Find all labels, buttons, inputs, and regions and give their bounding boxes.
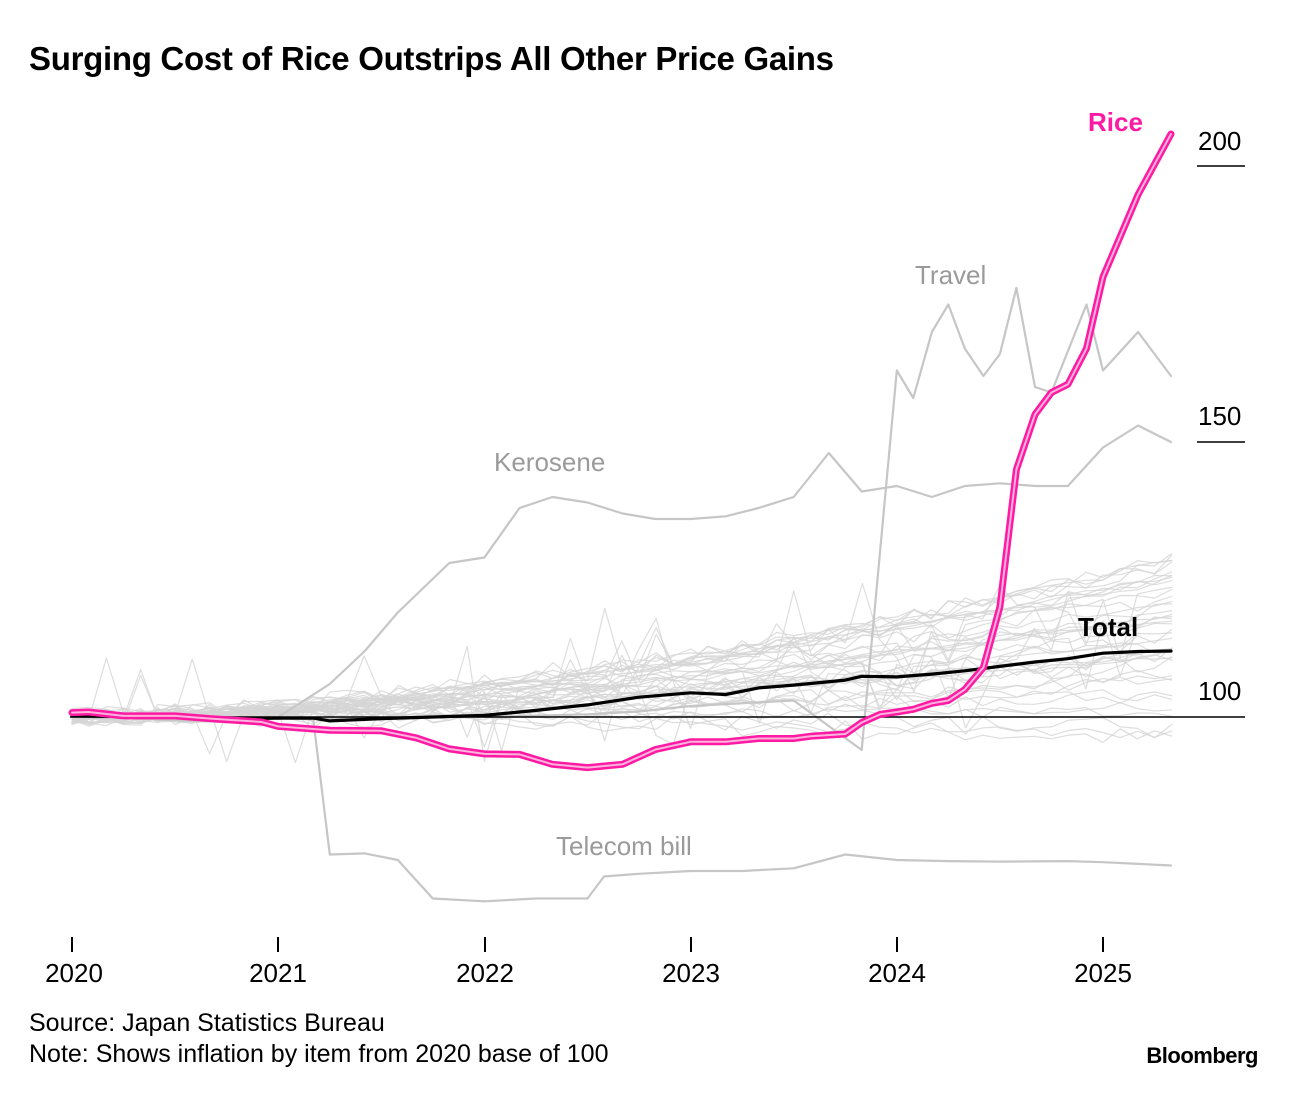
- x-tick-label-2022: 2022: [456, 958, 514, 988]
- x-tick-label-2021: 2021: [249, 958, 307, 988]
- background-series-line: [71, 582, 1173, 752]
- background-series-line: [71, 560, 1173, 724]
- series-line-kerosene: [70, 424, 1173, 724]
- background-series-group: [71, 553, 1173, 764]
- highlight-series-group: [68, 130, 1175, 772]
- series-line-total: [70, 649, 1173, 723]
- source-note: Source: Japan Statistics Bureau: [29, 1009, 385, 1037]
- rice-label: Rice: [1088, 107, 1143, 137]
- chart-title: Surging Cost of Rice Outstrips All Other…: [29, 40, 834, 77]
- x-tick-label-2020: 2020: [45, 958, 103, 988]
- kerosene-label: Kerosene: [494, 447, 605, 477]
- y-tick-label-200: 200: [1198, 126, 1241, 156]
- background-series-line: [71, 603, 1173, 724]
- x-tick-label-2024: 2024: [868, 958, 926, 988]
- y-tick-label-100: 100: [1198, 676, 1241, 706]
- series-line-rice-highlight: [71, 133, 1172, 769]
- background-series-line: [71, 676, 1173, 725]
- bloomberg-logo: Bloomberg: [1146, 1043, 1258, 1068]
- footnote: Note: Shows inflation by item from 2020 …: [29, 1040, 609, 1068]
- x-axis: 2020 2021 2022 2023 2024 2025: [45, 937, 1132, 988]
- background-series-line: [71, 617, 1173, 748]
- background-series-line: [71, 647, 1173, 721]
- y-tick-label-150: 150: [1198, 401, 1241, 431]
- background-series-line: [71, 574, 1173, 721]
- x-tick-label-2025: 2025: [1074, 958, 1132, 988]
- series-line-telecom-bill: [70, 715, 1173, 903]
- telecom-bill-label: Telecom bill: [556, 831, 692, 861]
- total-label: Total: [1078, 612, 1138, 642]
- x-tick-label-2023: 2023: [662, 958, 720, 988]
- travel-label: Travel: [915, 260, 986, 290]
